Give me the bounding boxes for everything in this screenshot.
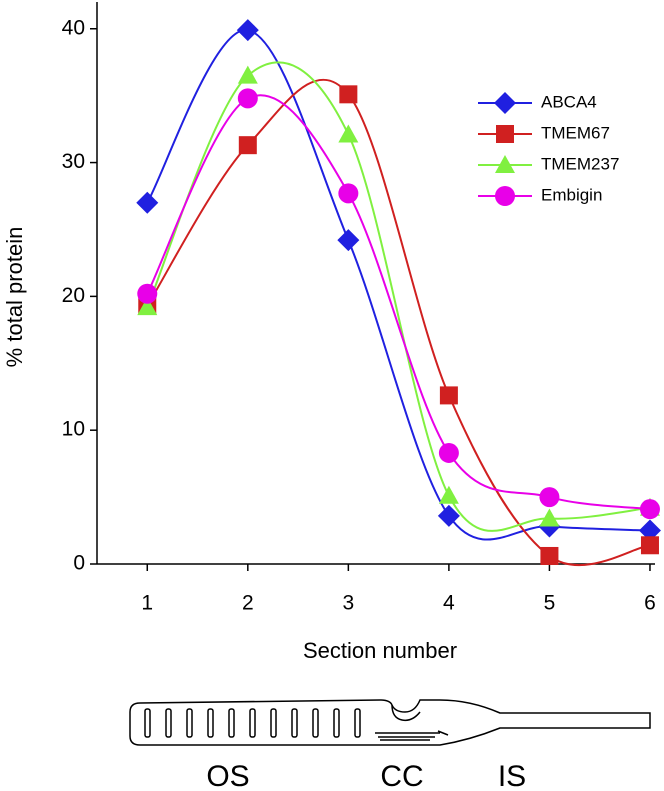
marker	[238, 136, 257, 155]
marker	[137, 297, 158, 316]
marker	[540, 546, 559, 565]
y-tick-label: 30	[62, 150, 85, 173]
marker	[638, 519, 661, 542]
marker	[437, 504, 460, 527]
legend-marker	[495, 155, 515, 173]
y-axis-label: % total protein	[2, 227, 27, 368]
legend-marker	[495, 186, 515, 206]
x-tick-label: 2	[242, 592, 254, 615]
marker	[639, 499, 660, 520]
marker	[136, 191, 159, 214]
x-tick-label: 3	[343, 592, 355, 615]
diagram-label: CC	[380, 760, 423, 791]
x-tick-label: 1	[141, 592, 153, 615]
diagram-label: OS	[206, 760, 249, 791]
marker	[539, 508, 560, 527]
x-tick-label: 6	[644, 592, 656, 615]
marker	[539, 487, 560, 508]
disks	[144, 708, 361, 738]
marker	[137, 283, 158, 304]
cc-fold	[391, 704, 421, 722]
y-tick-label: 0	[73, 552, 85, 575]
x-tick-label: 5	[544, 592, 556, 615]
marker	[237, 88, 258, 109]
y-tick-label: 40	[62, 16, 85, 39]
x-tick-label: 4	[443, 592, 455, 615]
marker	[640, 536, 659, 555]
legend-marker	[496, 125, 514, 143]
legend-label: ABCA4	[541, 92, 597, 111]
marker	[439, 386, 458, 405]
y-tick-label: 10	[62, 418, 85, 441]
marker	[339, 85, 358, 104]
marker	[237, 65, 258, 84]
legend-label: Embigin	[541, 185, 602, 204]
diagram-label: IS	[498, 760, 526, 791]
marker	[236, 19, 259, 42]
series-line	[146, 78, 651, 567]
legend-label: TMEM67	[541, 123, 610, 142]
x-axis-label: Section number	[303, 638, 457, 663]
marker	[438, 485, 459, 504]
marker	[338, 124, 359, 143]
rod-diagram	[129, 699, 651, 746]
marker	[438, 442, 459, 463]
y-tick-label: 20	[62, 284, 85, 307]
marker	[338, 183, 359, 204]
legend-marker	[494, 92, 516, 114]
cc-fibers	[375, 730, 449, 741]
marker	[337, 229, 360, 252]
legend-label: TMEM237	[541, 154, 619, 173]
